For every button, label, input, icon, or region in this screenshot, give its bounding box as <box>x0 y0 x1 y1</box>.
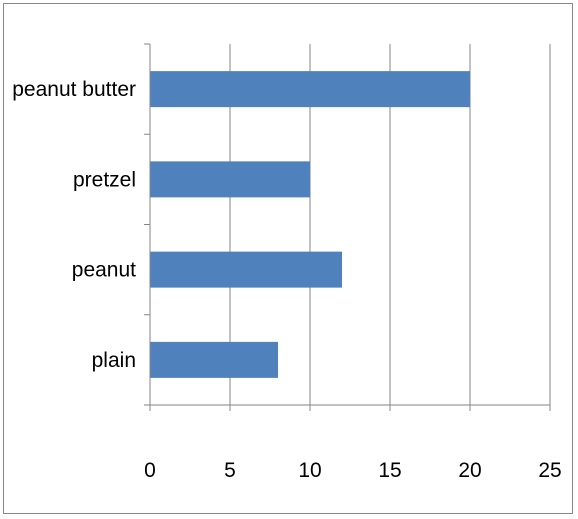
x-tick-label: 15 <box>378 459 401 482</box>
bar-peanut-butter <box>150 71 470 108</box>
y-tick-label: peanut <box>72 259 136 282</box>
bar-plain <box>150 341 278 378</box>
bar-pretzel <box>150 161 310 198</box>
x-tick-label: 0 <box>144 459 156 482</box>
x-tick-label: 20 <box>458 459 481 482</box>
x-tick-label: 5 <box>224 459 236 482</box>
y-tick-label: pretzel <box>73 168 136 191</box>
bar-peanut <box>150 251 342 288</box>
axes <box>144 43 551 411</box>
x-tick-label: 10 <box>298 459 321 482</box>
tick-labels: 0 5 10 15 20 25 peanut butter pretzel peanut plai… <box>12 78 561 482</box>
bars <box>150 71 470 378</box>
x-tick-label: 25 <box>538 459 561 482</box>
y-tick-label: plain <box>92 349 136 372</box>
y-tick-label: peanut butter <box>12 78 136 101</box>
